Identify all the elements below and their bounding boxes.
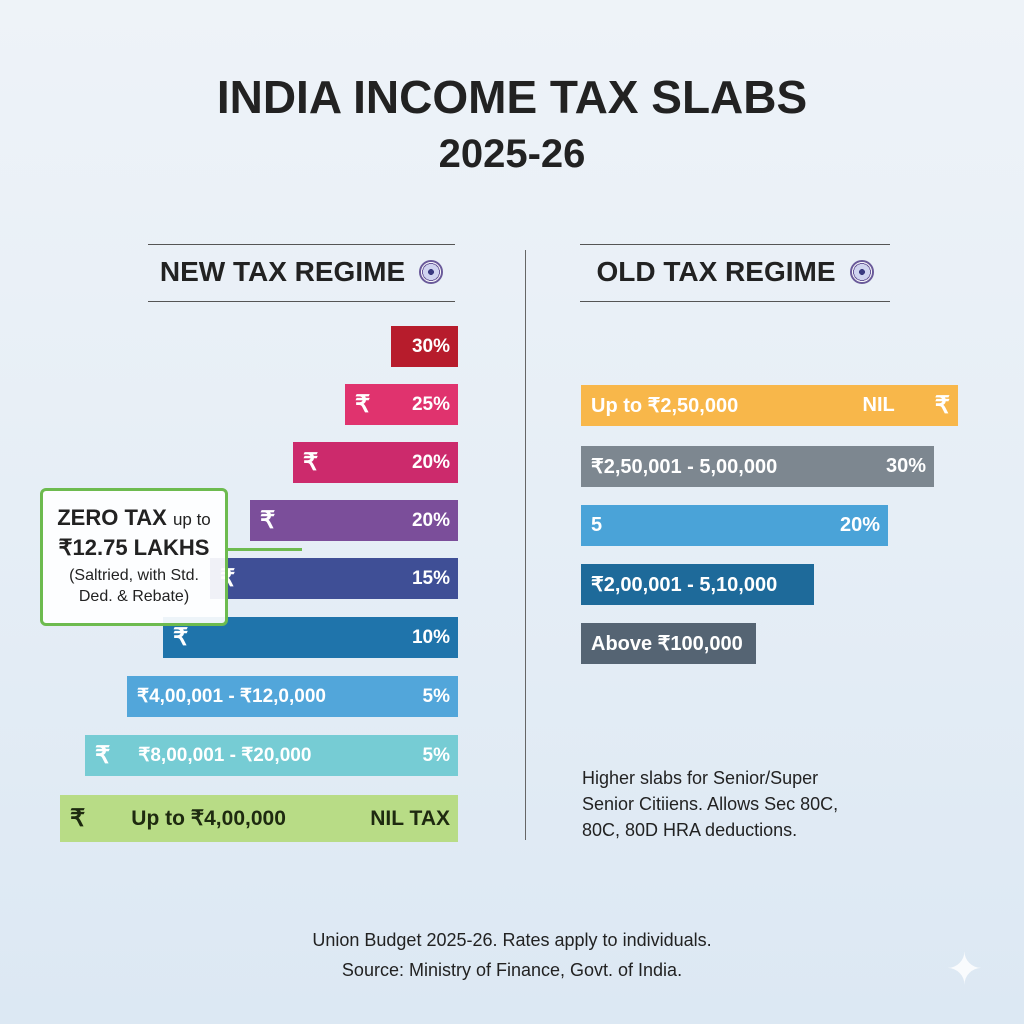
slab-range: Up to ₹4,00,000 [131, 807, 286, 830]
slab-rate: 30% [885, 455, 926, 477]
ashoka-emblem-icon [849, 260, 874, 284]
slab-rate: 15% [411, 567, 450, 589]
slab-rate: 10% [411, 626, 450, 648]
rupee-icon: ₹ [934, 392, 950, 419]
slab-rate: NIL [862, 394, 895, 416]
rupee-icon: ₹ [355, 391, 371, 418]
page-title: INDIA INCOME TAX SLABS [216, 71, 808, 123]
new-regime-bar: ₹20% [250, 500, 458, 541]
old-regime-bar: Above ₹100,000 [581, 623, 756, 664]
rupee-icon: ₹ [260, 507, 276, 534]
slab-range: Up to ₹2,50,000 [591, 395, 739, 417]
note-line: Senior Citiiens. Allows Sec 80C, [582, 794, 839, 814]
page-subtitle: 2025-26 [438, 132, 586, 176]
divider [148, 301, 455, 302]
new-regime-bar: ₹20% [293, 442, 458, 483]
callout-headline-rest: up to [172, 510, 211, 529]
old-regime-bar: ₹2,00,001 - 5,10,000 [581, 564, 814, 605]
slab-range: Above ₹100,000 [591, 633, 743, 655]
slab-rate: 20% [411, 509, 450, 531]
new-regime-bar: 30% [391, 326, 458, 367]
slab-rate: NIL TAX [370, 806, 450, 830]
footer-line-1: Union Budget 2025-26. Rates apply to ind… [312, 930, 712, 950]
callout-headline: ZERO TAX [57, 505, 167, 530]
old-regime-bar: Up to ₹2,50,000 NIL ₹ [581, 385, 958, 426]
old-regime-heading: OLD TAX REGIME [580, 256, 890, 288]
new-regime-heading: NEW TAX REGIME [148, 256, 455, 288]
rupee-icon: ₹ [70, 805, 86, 832]
slab-rate: 20% [839, 514, 880, 536]
note-line: Higher slabs for Senior/Super [582, 768, 819, 788]
rupee-icon: ₹ [95, 742, 111, 769]
ashoka-emblem-icon [419, 260, 444, 284]
center-divider [525, 250, 526, 840]
divider [580, 244, 890, 245]
old-regime-bar: 5 20% [581, 505, 888, 546]
slab-rate: 5% [422, 744, 450, 766]
callout-connector [226, 548, 302, 551]
callout-note-1: (Saltried, with Std. [69, 567, 199, 584]
slab-rate: 25% [411, 393, 450, 415]
old-regime-bar: ₹2,50,001 - 5,00,000 30% [581, 446, 934, 487]
slab-rate: 30% [411, 335, 450, 357]
new-regime-bar: ₹4,00,001 - ₹12,0,000 5% [127, 676, 458, 717]
old-regime-title: OLD TAX REGIME [596, 256, 836, 287]
old-regime-note: Higher slabs for Senior/Super Senior Cit… [582, 765, 882, 843]
new-regime-bar: ₹25% [345, 384, 458, 425]
divider [580, 301, 890, 302]
slab-range: ₹4,00,001 - ₹12,0,000 [137, 686, 326, 707]
rupee-icon: ₹ [303, 449, 319, 476]
divider [148, 244, 455, 245]
new-regime-bar: ₹ Up to ₹4,00,000 NIL TAX [60, 795, 458, 842]
slab-range: 5 [591, 514, 603, 536]
sparkle-icon: ✦ [946, 945, 983, 994]
footer-line-2: Source: Ministry of Finance, Govt. of In… [341, 960, 683, 980]
slab-rate: 20% [411, 451, 450, 473]
callout-note-2: Ded. & Rebate) [78, 588, 190, 605]
new-regime-title: NEW TAX REGIME [159, 256, 406, 287]
note-line: 80C, 80D HRA deductions. [582, 820, 798, 840]
new-regime-bar: ₹15% [210, 558, 458, 599]
new-regime-bar: ₹ ₹8,00,001 - ₹20,000 5% [85, 735, 458, 776]
callout-amount: ₹12.75 LAKHS [58, 535, 210, 560]
slab-range: ₹2,00,001 - 5,10,000 [591, 574, 778, 596]
slab-range: ₹2,50,001 - 5,00,000 [591, 456, 778, 478]
slab-range: ₹8,00,001 - ₹20,000 [138, 745, 312, 766]
rupee-icon: ₹ [173, 624, 189, 651]
zero-tax-callout: ZERO TAX up to ₹12.75 LAKHS (Saltried, w… [40, 488, 228, 626]
slab-rate: 5% [422, 685, 450, 707]
